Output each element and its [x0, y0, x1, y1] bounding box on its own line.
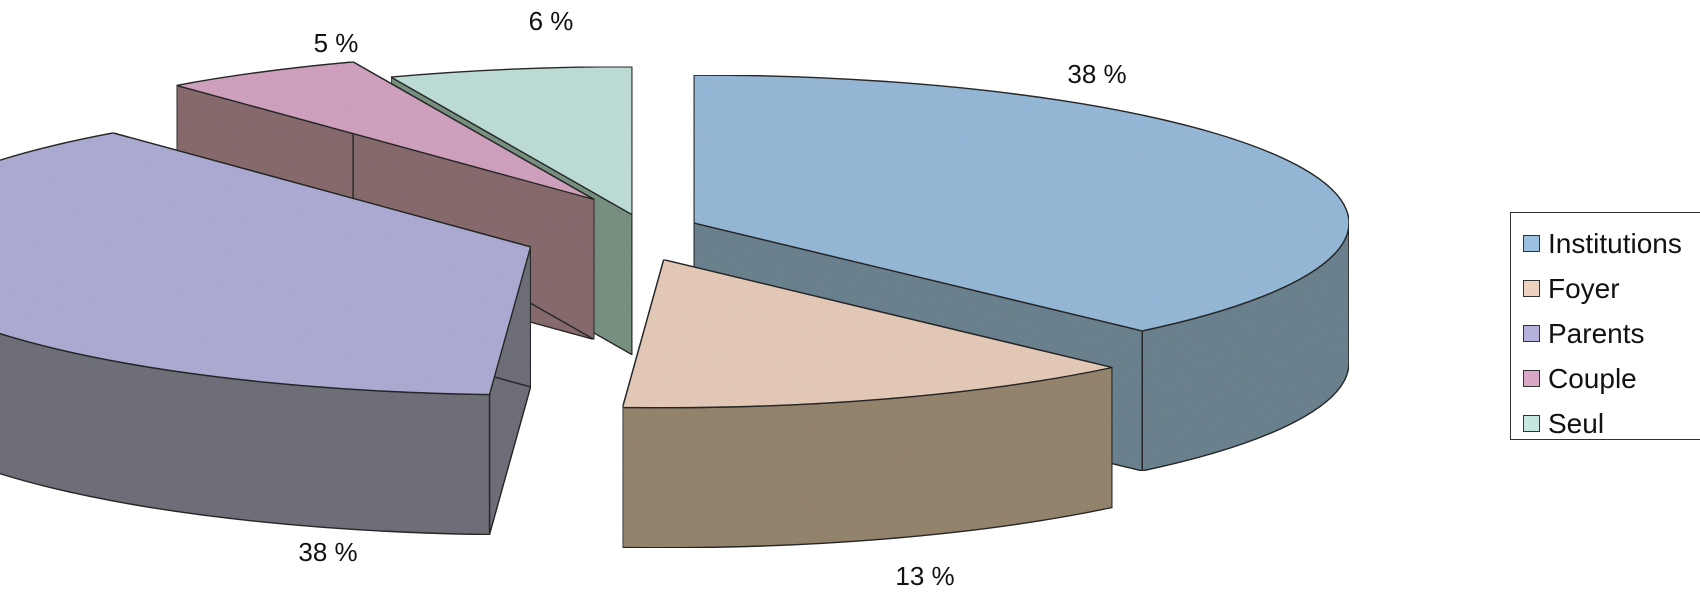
legend-label-parents: Parents	[1548, 317, 1645, 349]
legend-label-couple: Couple	[1548, 362, 1637, 394]
slice-top-couple	[176, 61, 595, 201]
legend-swatch-seul	[1523, 415, 1540, 432]
legend-swatch-couple	[1523, 370, 1540, 387]
slice-top-institutions	[693, 74, 1350, 332]
slice-top-parents	[0, 132, 532, 396]
slice-top-seul	[388, 65, 633, 216]
legend-item-seul: Seul	[1511, 401, 1700, 446]
pct-label-institutions: 38 %	[1067, 59, 1126, 89]
legend-item-parents: Parents	[1511, 311, 1700, 356]
pct-label-parents: 38 %	[298, 537, 357, 567]
slice-foyer	[621, 258, 1113, 549]
pct-label-foyer: 13 %	[895, 561, 954, 591]
pct-label-couple: 5 %	[314, 28, 359, 58]
labels-layer: 38 % 13 % 38 % 5 % 6 %	[298, 6, 1126, 591]
legend-swatch-institutions	[1523, 235, 1540, 252]
legend-label-foyer: Foyer	[1548, 272, 1620, 304]
slices-layer	[0, 60, 1350, 549]
legend-item-couple: Couple	[1511, 356, 1700, 401]
legend: Institutions Foyer Parents Couple Seul	[1510, 212, 1700, 440]
legend-swatch-foyer	[1523, 280, 1540, 297]
legend-item-institutions: Institutions	[1511, 221, 1700, 266]
pct-label-seul: 6 %	[529, 6, 574, 36]
legend-label-institutions: Institutions	[1548, 227, 1682, 259]
legend-item-foyer: Foyer	[1511, 266, 1700, 311]
legend-swatch-parents	[1523, 325, 1540, 342]
slice-top-foyer	[621, 258, 1113, 409]
legend-label-seul: Seul	[1548, 407, 1605, 439]
slice-parents	[0, 131, 532, 536]
